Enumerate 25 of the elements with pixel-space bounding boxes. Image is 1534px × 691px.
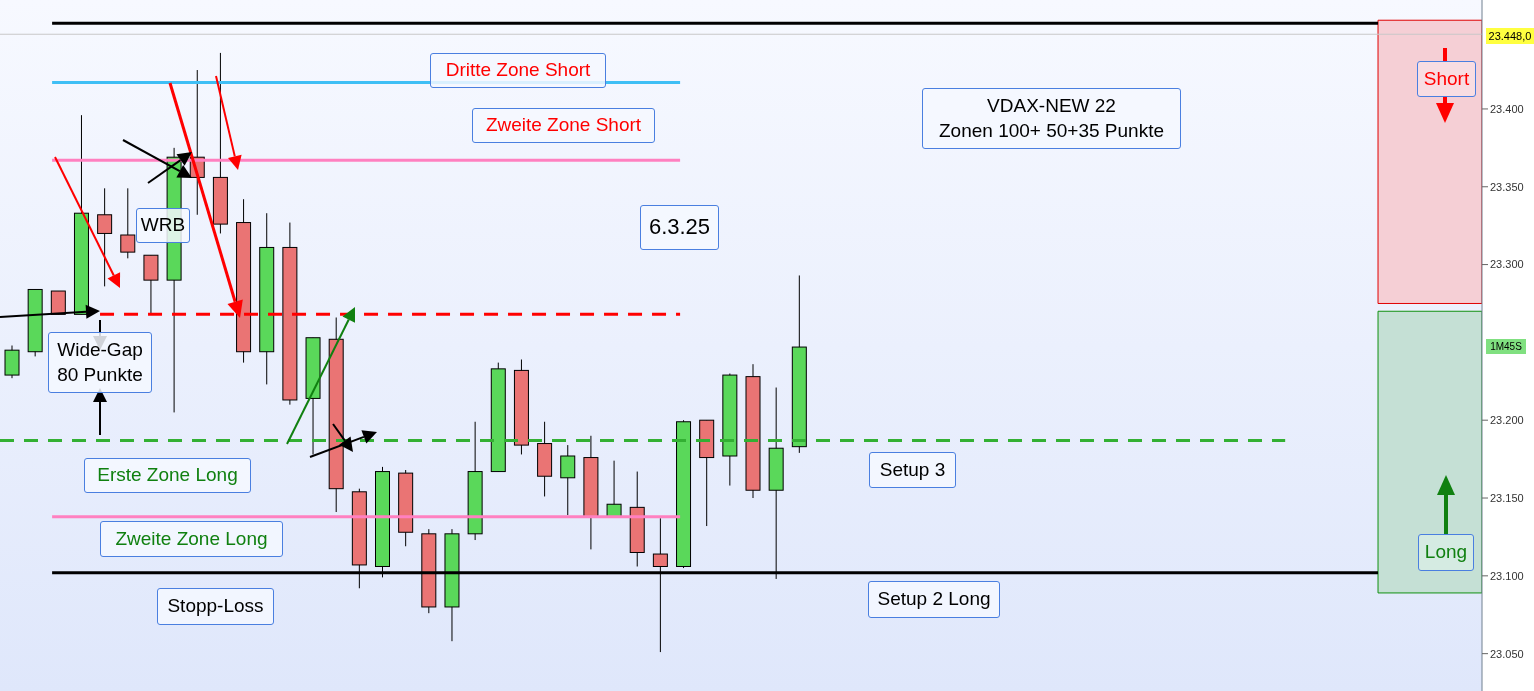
ref-line-label: Zweite Zone Long (115, 526, 268, 551)
y-tick-label: 23.300 (1490, 258, 1524, 271)
text: 1M45S (1490, 340, 1522, 353)
candlestick (560, 444, 576, 516)
annotation: WRB (140, 213, 186, 238)
y-tick-label: 23.350 (1490, 180, 1524, 193)
y-tick-label: 23.100 (1490, 569, 1524, 582)
ref-line-label: Dritte Zone Short (445, 58, 591, 83)
ref-line-label: Zweite Zone Short (485, 113, 642, 138)
candlestick (120, 187, 136, 259)
annotation: Wide-Gap 80 Punkte (57, 337, 143, 387)
band-label: Long (1424, 540, 1468, 565)
y-tick-label: 23.150 (1490, 491, 1524, 504)
band-label: Short (1423, 66, 1470, 91)
annotation: 6.3.25 (648, 213, 711, 242)
ref-line-label: 23.448,0 (1488, 28, 1532, 44)
y-tick-label: 23.050 (1490, 647, 1524, 660)
annotation: Setup 3 (879, 457, 946, 482)
annotation: VDAX-NEW 22 Zonen 100+ 50+35 Punkte (938, 93, 1165, 143)
annotation: Setup 2 Long (877, 587, 991, 612)
y-tick-label: 23.200 (1490, 414, 1524, 427)
y-tick-label: 23.400 (1490, 102, 1524, 115)
ref-line-label: Erste Zone Long (97, 463, 238, 488)
ref-line-label: Stopp-Loss (167, 594, 264, 619)
candlestick (50, 290, 66, 315)
